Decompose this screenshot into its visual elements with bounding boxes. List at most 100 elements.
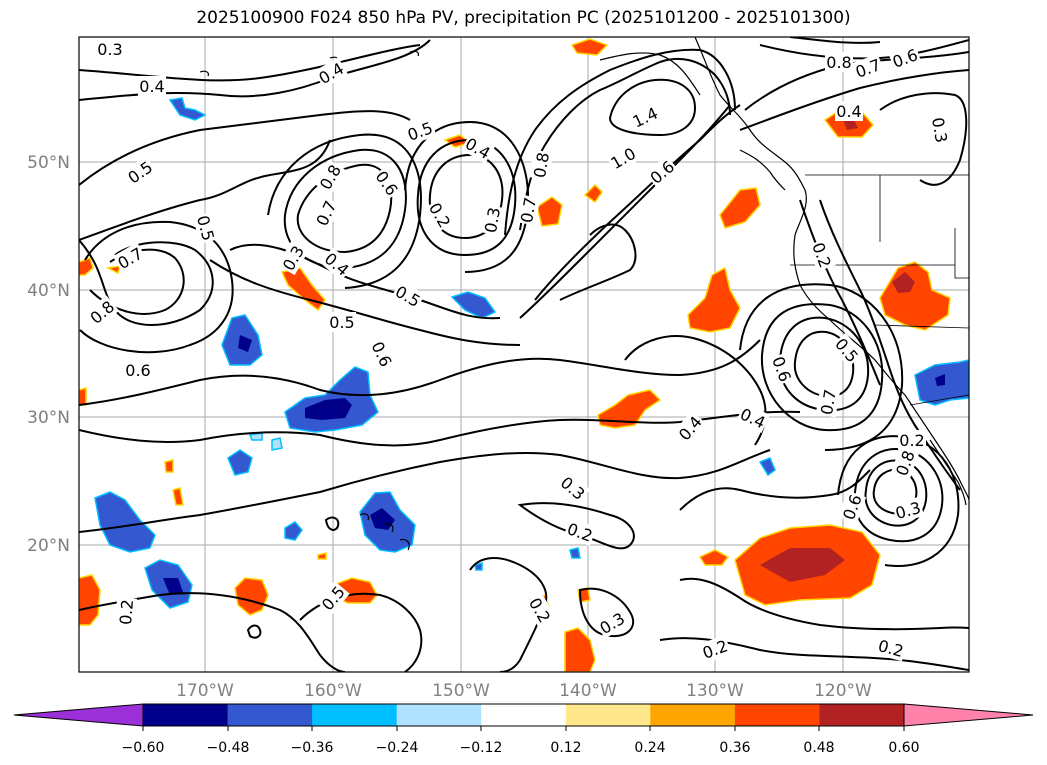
precip-area-117w-33n-core [935,374,945,386]
contour-label: 0.3 [481,206,504,234]
contour-label: 0.2 [116,599,137,626]
contour-label-bg [313,57,349,89]
pv-contour-line [679,577,969,631]
precip-area-171w-25n [164,459,174,473]
contour-label-bg [524,592,556,628]
contour-label-bg [888,43,922,73]
map-frame-border [78,36,970,673]
colorbar-segment [396,704,482,726]
pv-contour-line [79,239,214,326]
precip-area-175w-16n-core [163,578,183,595]
pv-contour-line [79,449,771,533]
precip-area-180-29n [79,387,87,406]
colorbar-tick-label: −0.24 [376,740,419,756]
lon-label-170w: 170°W [176,681,234,701]
precip-area-180-41n [79,257,94,276]
precip-area-130w-40n [687,266,741,333]
contour-label: 0.5 [329,313,354,332]
border-us-states-1 [879,175,969,279]
contour-label-bg [644,155,680,189]
pv-contour-line [79,339,761,406]
pv-contour-line [79,139,331,241]
pv-contour-line [517,502,635,550]
lon-label-140w: 140°W [559,681,617,701]
pv-contour-line [793,330,855,398]
precip-area-143w-45n [536,196,563,227]
contour-label-bg [319,247,355,281]
colorbar-tick-label: −0.36 [291,740,334,756]
colorbar-tick-label: 0.12 [550,740,581,756]
contour-label-bg [898,430,926,450]
lon-label-150w: 150°W [432,681,490,701]
contour-label-bg [555,471,591,505]
colorbar-tick-label: 0.36 [719,740,750,756]
contour-label-bg [114,597,138,627]
colorbar-tick-label: −0.60 [122,740,165,756]
precip-area-133w-19n [698,549,730,566]
contour-label-bg [192,211,220,245]
precip-area-151w-39n [450,291,497,319]
contour-label-bg [594,607,630,639]
contour-label-bg [370,165,404,201]
pv-contour-line [428,153,504,240]
contour-label-bg [835,101,863,121]
contour-labels: 0.30.4 0.40.50.50.70.80.60.80.70.60.2 0.30… [84,39,953,664]
colorbar-segment [565,704,651,726]
pv-contour-line [79,110,411,186]
contour-label-bg [124,360,152,380]
pv-contour-line [679,469,871,511]
coastline-north-america [694,37,969,501]
contour-label-bg [628,102,662,132]
contour-label-bg [314,159,346,195]
precip-area-140w-12n [564,627,596,672]
lat-label-30n: 30°N [27,408,70,428]
contour-label-bg [122,155,158,189]
precip-area-174w-41n [105,265,122,275]
pv-contour-line [324,516,340,531]
pv-contour-line [872,468,918,515]
lon-label-120w: 120°W [814,681,872,701]
pv-contour-line [578,587,635,638]
pv-contour-line [79,44,421,82]
precip-negative-areas [94,97,969,609]
contour-label: 0.8 [826,53,851,72]
precip-area-138w-32n [597,389,662,429]
contour-label-bg [403,116,437,146]
contour-label-bg [807,238,837,272]
colorbar-tick-label: 0.60 [888,740,919,756]
contour-label-bg [479,204,505,236]
contour-label: 0.3 [97,40,122,59]
coastline-baja [929,439,967,506]
precip-area-california-core [892,272,915,293]
precip-area-141w-19n [569,547,581,559]
contour-label-bg [424,197,456,233]
contour-label-bg [311,196,341,230]
contour-label-bg [891,496,925,524]
precip-area-160w-19n [317,552,327,560]
pv-contour-line [760,303,884,432]
colorbar-segment [819,704,905,726]
colorbar-extend-high [903,703,1034,727]
colorbar-segment [481,704,567,726]
pv-contour-line [739,69,969,131]
pv-contour-line [759,39,969,60]
contour-label-bg [815,386,841,418]
contour-label: 0.2 [899,431,924,450]
contour-label: 0.8 [530,151,553,179]
contour-label-bg [390,280,426,312]
border-us-mexico [909,394,969,406]
contour-label-bg [927,114,953,146]
contour-label-bg [112,242,148,274]
pv-contour-line [659,637,969,671]
lon-label-160w: 160°W [304,681,362,701]
contour-label-bg [874,634,908,662]
precip-area-160w-31n-core [305,398,352,420]
contour-label: 0.3 [928,116,951,144]
contour-label-bg [316,580,350,616]
precip-area-140w-48n [583,183,603,204]
colorbar-outline [142,703,905,727]
colorbar-tick-label: −0.12 [460,740,503,756]
precip-area-178w-22n [94,491,156,553]
coastline-alaska-panhandle [599,52,701,96]
